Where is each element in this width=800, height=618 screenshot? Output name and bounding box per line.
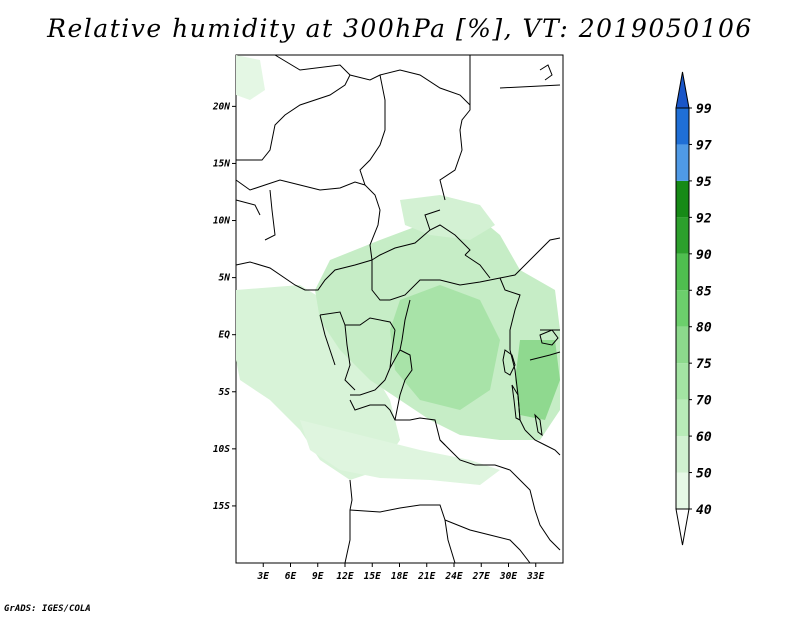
colorbar-label: 99 [696, 102, 712, 117]
chart-title: Relative humidity at 300hPa [%], VT: 201… [47, 14, 753, 43]
y-tick-label: 5N [219, 273, 231, 284]
y-tick-label: 10N [213, 216, 230, 227]
y-tick-label: EQ [219, 330, 231, 341]
humidity-field [236, 55, 560, 485]
humidity-area-south [300, 420, 500, 485]
colorbar-box [676, 253, 689, 291]
colorbar-label: 95 [696, 175, 712, 190]
x-tick-label: 21E [417, 571, 435, 582]
colorbar-label: 97 [696, 138, 712, 153]
y-tick-label: 15S [213, 501, 230, 512]
colorbar-box [676, 180, 689, 218]
colorbar-label: 75 [696, 357, 712, 372]
x-tick-label: 9E [312, 571, 324, 582]
x-tick-label: 33E [526, 571, 544, 582]
colorbar-label: 85 [696, 284, 712, 299]
colorbar-label: 60 [696, 430, 712, 445]
humidity-area-core [390, 285, 500, 410]
y-axis: 20N 15N 10N 5N EQ 5S 10S 15S [212, 101, 236, 512]
credit-label: GrADS: IGES/COLA [4, 604, 91, 614]
x-tick-label: 27E [472, 571, 490, 582]
x-tick-label: 24E [444, 571, 462, 582]
humidity-area-north [400, 195, 495, 240]
colorbar-legend: 40 50 60 70 75 80 85 90 92 95 97 99 [675, 71, 712, 546]
colorbar-box [676, 399, 689, 437]
colorbar-arrow-low [675, 508, 690, 546]
colorbar-arrow-high [675, 71, 690, 109]
colorbar-box [676, 472, 689, 509]
x-tick-label: 6E [285, 571, 297, 582]
humidity-area-west-coast [236, 285, 400, 480]
colorbar-box [676, 108, 689, 145]
colorbar-box [676, 363, 689, 400]
y-tick-label: 15N [213, 158, 230, 169]
x-tick-label: 15E [364, 571, 381, 582]
colorbar-box [676, 326, 689, 364]
humidity-area-east-lakes [515, 340, 560, 420]
colorbar-box [676, 217, 689, 254]
colorbar-label: 50 [696, 467, 712, 482]
colorbar-box [676, 144, 689, 181]
colorbar-label: 80 [696, 321, 712, 336]
colorbar-outline [675, 107, 690, 510]
colorbar-label: 40 [696, 503, 712, 518]
country-borders [235, 54, 561, 564]
colorbar-box [676, 290, 689, 327]
humidity-area-northwest [236, 55, 265, 100]
x-tick-label: 18E [391, 571, 408, 582]
colorbar-label: 92 [696, 211, 712, 226]
y-tick-label: 10S [213, 444, 230, 455]
colorbar-box [676, 436, 689, 473]
colorbar-label: 70 [696, 394, 712, 409]
x-tick-label: 3E [257, 571, 270, 582]
x-tick-label: 12E [336, 571, 353, 582]
colorbar-label: 90 [696, 248, 712, 263]
x-axis: 3E 6E 9E 12E 15E 18E 21E 24E 27E 30E 33E [257, 563, 545, 582]
map-panel: 3E 6E 9E 12E 15E 18E 21E 24E 27E 30E 33E 20N 15N 10N… [212, 54, 564, 582]
x-tick-label: 30E [499, 571, 517, 582]
y-tick-label: 5S [219, 387, 231, 398]
y-tick-label: 20N [212, 101, 230, 112]
